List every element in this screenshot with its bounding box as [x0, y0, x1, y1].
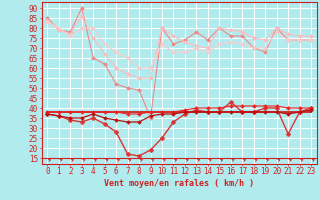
X-axis label: Vent moyen/en rafales ( km/h ): Vent moyen/en rafales ( km/h )	[104, 179, 254, 188]
